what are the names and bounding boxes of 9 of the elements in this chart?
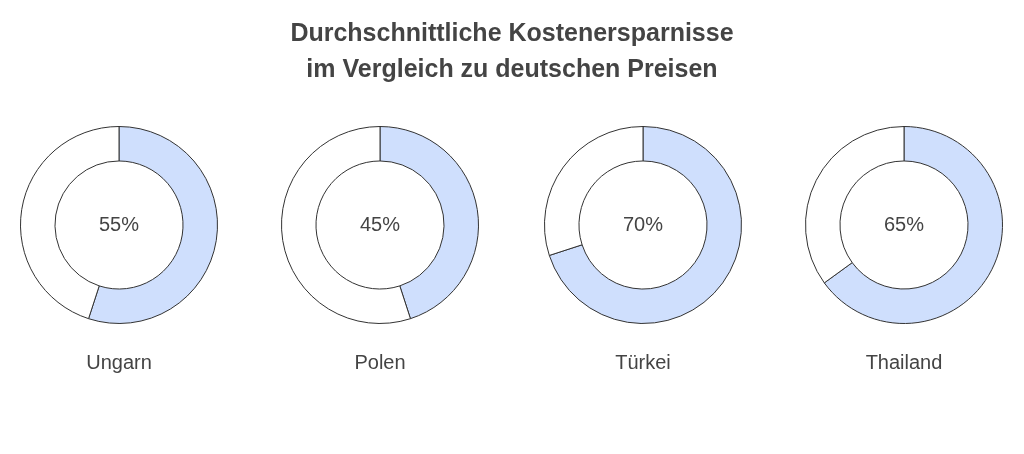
data-label: 70% (622, 212, 664, 235)
text: Ungarn (85, 351, 153, 374)
text: Durchschnittliche Kostenersparnisse im Vergleich zu deutschen Preisen (289, 17, 735, 84)
text: Thailand (864, 351, 944, 374)
data-label: 55% (98, 212, 140, 235)
text: Türkei (614, 351, 672, 374)
data-label: 65% (883, 212, 925, 235)
text: Polen (353, 351, 407, 374)
data-label: 45% (359, 212, 401, 235)
